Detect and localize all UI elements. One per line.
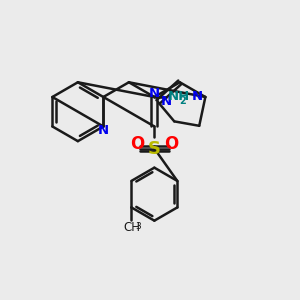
Text: N: N: [191, 91, 203, 103]
Text: 3: 3: [135, 222, 141, 231]
Text: N: N: [161, 95, 172, 109]
Text: S: S: [148, 140, 161, 158]
Text: CH: CH: [123, 221, 140, 234]
Text: NH: NH: [168, 91, 190, 103]
Text: N: N: [149, 87, 160, 100]
Text: 2: 2: [179, 95, 185, 106]
Text: O: O: [164, 134, 178, 152]
Text: N: N: [98, 124, 109, 137]
Text: O: O: [130, 134, 144, 152]
